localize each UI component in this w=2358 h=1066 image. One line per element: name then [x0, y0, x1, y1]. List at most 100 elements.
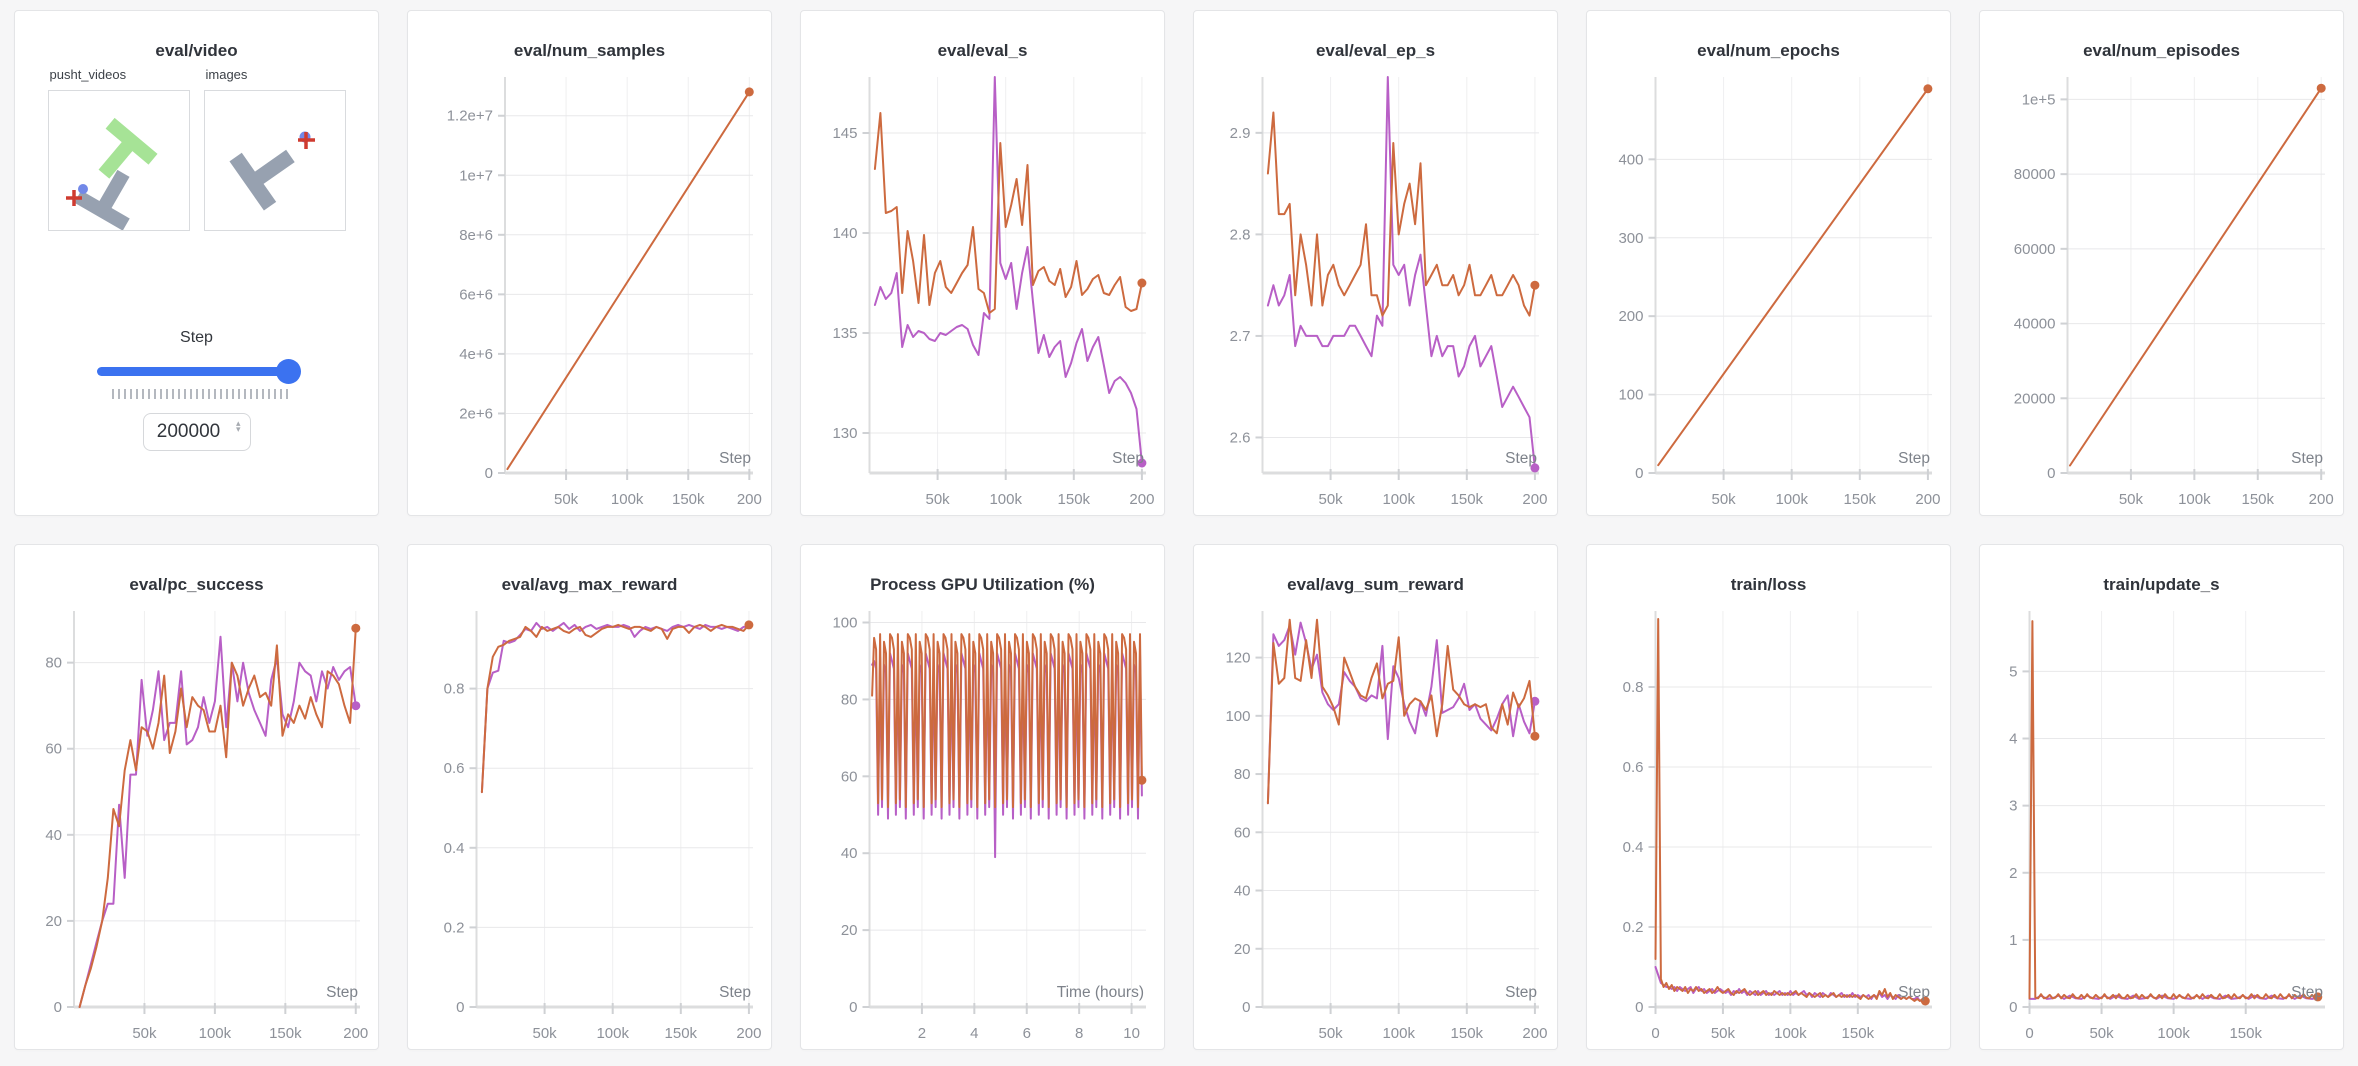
line-chart[interactable]: 0 0.2 0.4 0.6 0.8 50k 100k 150k 200 Step	[410, 599, 769, 1047]
svg-text:0.4: 0.4	[1623, 839, 1644, 856]
svg-text:100k: 100k	[1382, 491, 1415, 508]
panel-title: Process GPU Utilization (%)	[870, 575, 1095, 594]
pusht-block-t-shape	[73, 169, 130, 231]
pusht-goal-cross	[65, 190, 82, 206]
svg-text:Step: Step	[1505, 450, 1537, 467]
step-slider-track[interactable]	[96, 367, 297, 376]
svg-text:8e+6: 8e+6	[459, 227, 493, 244]
svg-text:100: 100	[1225, 708, 1250, 725]
svg-text:0.8: 0.8	[1623, 679, 1644, 696]
panel-train-loss: train/loss 0 0.2 0.4 0.6 0.8 0 50k 100k 150k Step	[1586, 544, 1951, 1050]
svg-text:60: 60	[1234, 824, 1251, 841]
panel-eval-pc-success: eval/pc_success 0 20 40 60 80 50k 100k 150k 200 S…	[14, 544, 379, 1050]
svg-text:200: 200	[1522, 491, 1547, 508]
svg-text:4: 4	[970, 1025, 978, 1042]
line-chart[interactable]: 0 20 40 60 80 50k 100k 150k 200 Step	[17, 599, 376, 1047]
line-chart[interactable]: 2.6 2.7 2.8 2.9 50k 100k 150k 200 Step	[1196, 65, 1555, 513]
svg-text:100k: 100k	[2178, 491, 2211, 508]
svg-text:200: 200	[2309, 491, 2334, 508]
svg-text:200: 200	[737, 491, 762, 508]
svg-text:6: 6	[1023, 1025, 1031, 1042]
svg-text:150k: 150k	[269, 1025, 302, 1042]
svg-text:150k: 150k	[1451, 491, 1484, 508]
svg-text:1e+7: 1e+7	[459, 167, 493, 184]
panel-eval-eval-s: eval/eval_s 130 135 140 145 50k 100k 150k 200 St…	[800, 10, 1165, 516]
line-chart[interactable]: 0 2e+6 4e+6 6e+6 8e+6 1e+7 1.2e+7 50k 100k 150k 20…	[410, 65, 769, 513]
svg-text:150k: 150k	[2229, 1025, 2262, 1042]
svg-text:100k: 100k	[611, 491, 644, 508]
svg-text:200: 200	[1618, 308, 1643, 325]
panel-eval-num-epochs: eval/num_epochs 0 100 200 300 400 50k 100k 150k…	[1586, 10, 1951, 516]
svg-text:1e+5: 1e+5	[2022, 91, 2056, 108]
svg-text:200: 200	[736, 1025, 761, 1042]
svg-text:50k: 50k	[926, 491, 951, 508]
line-chart[interactable]: 0 0.2 0.4 0.6 0.8 0 50k 100k 150k Step	[1589, 599, 1948, 1047]
step-slider-thumb[interactable]	[275, 359, 301, 384]
svg-text:100: 100	[832, 615, 857, 632]
step-up-icon: ▴	[235, 418, 241, 428]
svg-text:Step: Step	[719, 450, 751, 467]
svg-text:100: 100	[1618, 387, 1643, 404]
svg-text:0.6: 0.6	[444, 760, 465, 777]
svg-text:300: 300	[1618, 230, 1643, 247]
svg-text:10: 10	[1123, 1025, 1140, 1042]
svg-text:400: 400	[1618, 151, 1643, 168]
svg-text:150k: 150k	[1842, 1025, 1875, 1042]
panel-eval-num-episodes: eval/num_episodes 0 20000 40000 60000 80000 1…	[1979, 10, 2344, 516]
step-input[interactable]	[142, 413, 251, 451]
svg-text:Step: Step	[1898, 984, 1930, 1001]
svg-text:100k: 100k	[1774, 1025, 1807, 1042]
panel-title: eval/eval_ep_s	[1315, 41, 1436, 60]
line-chart[interactable]: 0 100 200 300 400 50k 100k 150k 200 Step	[1589, 65, 1948, 513]
panel-title: eval/num_epochs	[1697, 41, 1840, 60]
step-input-stepper[interactable]: ▴ ▾	[235, 418, 241, 434]
svg-text:3: 3	[2009, 798, 2017, 815]
svg-text:100k: 100k	[596, 1025, 629, 1042]
panel-title: train/loss	[1730, 575, 1807, 594]
panel-title: train/update_s	[2103, 575, 2220, 594]
panel-eval-video: eval/video pusht_videos	[14, 10, 379, 516]
line-chart[interactable]: 0 20 40 60 80 100 120 50k 100k 150k 200 Step	[1196, 599, 1555, 1047]
svg-text:135: 135	[832, 325, 857, 342]
svg-text:200: 200	[1915, 491, 1940, 508]
svg-text:145: 145	[832, 125, 857, 142]
svg-text:6e+6: 6e+6	[459, 286, 493, 303]
svg-text:Step: Step	[1898, 450, 1930, 467]
svg-text:50k: 50k	[2089, 1025, 2114, 1042]
svg-text:20: 20	[45, 913, 62, 930]
pusht-video-thumbnail[interactable]	[47, 90, 190, 231]
svg-text:Step: Step	[2291, 984, 2323, 1001]
svg-text:0: 0	[456, 999, 464, 1016]
svg-text:100k: 100k	[1775, 491, 1808, 508]
svg-text:0: 0	[54, 999, 62, 1016]
panel-title: eval/avg_sum_reward	[1287, 575, 1464, 594]
svg-text:60: 60	[45, 741, 62, 758]
svg-text:60000: 60000	[2014, 241, 2056, 258]
svg-text:2.6: 2.6	[1230, 429, 1251, 446]
svg-text:80: 80	[45, 655, 62, 672]
svg-text:2: 2	[2009, 865, 2017, 882]
step-slider[interactable]	[96, 359, 301, 385]
svg-text:2.7: 2.7	[1230, 328, 1251, 345]
svg-text:Step: Step	[719, 984, 751, 1001]
svg-text:140: 140	[832, 225, 857, 242]
svg-text:4e+6: 4e+6	[459, 346, 493, 363]
line-chart[interactable]: 130 135 140 145 50k 100k 150k 200 Step	[803, 65, 1162, 513]
line-chart[interactable]: 0 20 40 60 80 100 2 4 6 8 10 Time (hours)	[803, 599, 1162, 1047]
svg-text:8: 8	[1075, 1025, 1083, 1042]
svg-text:1.2e+7: 1.2e+7	[447, 108, 493, 125]
svg-text:0: 0	[1651, 1025, 1659, 1042]
svg-text:150k: 150k	[1058, 491, 1091, 508]
panel-title: eval/video	[155, 41, 238, 60]
svg-text:80: 80	[841, 691, 858, 708]
line-chart[interactable]: 0 20000 40000 60000 80000 1e+5 50k 100k 150k 200 S…	[1982, 65, 2341, 513]
svg-text:0: 0	[485, 465, 493, 482]
panel-eval-num-samples: eval/num_samples 0 2e+6 4e+6 6e+6 8e+6 1e+7 1.…	[407, 10, 772, 516]
svg-text:80000: 80000	[2014, 166, 2056, 183]
svg-text:Step: Step	[1112, 450, 1144, 467]
line-chart[interactable]: 0 1 2 3 4 5 0 50k 100k 150k Step	[1982, 599, 2341, 1047]
images-thumbnail[interactable]	[203, 90, 346, 231]
svg-text:100k: 100k	[1382, 1025, 1415, 1042]
svg-text:40: 40	[45, 827, 62, 844]
step-slider-ticks	[111, 389, 290, 399]
